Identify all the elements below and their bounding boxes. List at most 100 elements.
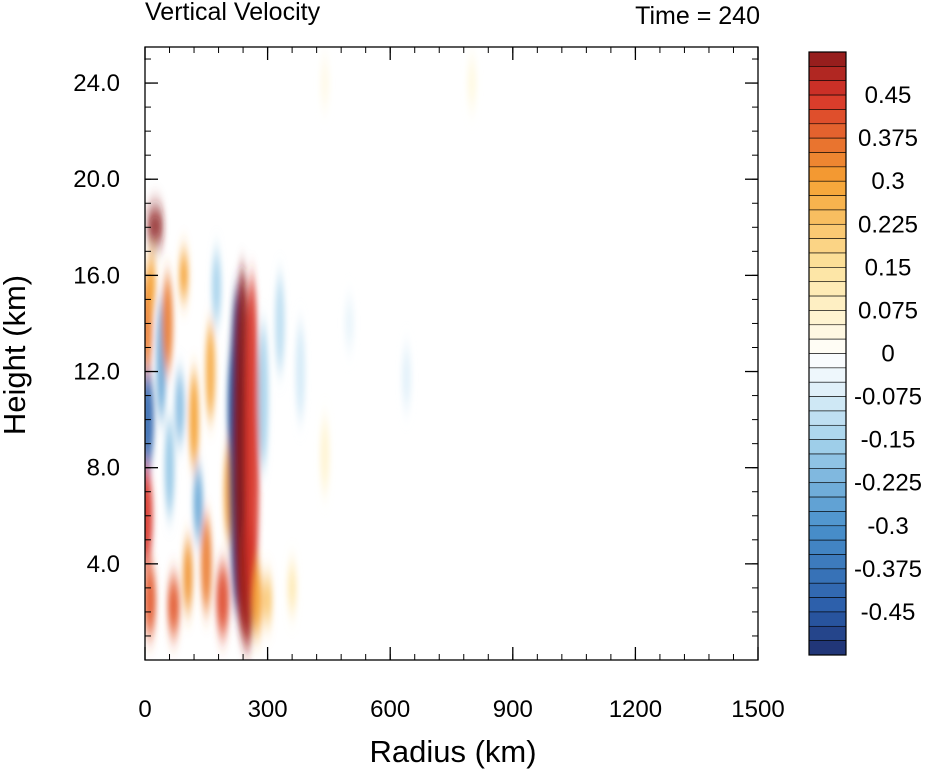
colorbar-box — [808, 597, 847, 613]
colorbar-box — [808, 353, 847, 369]
velocity-cell — [252, 563, 263, 636]
y-tick-label: 16.0 — [73, 262, 120, 289]
colorbar-box — [808, 482, 847, 498]
velocity-cell — [244, 275, 260, 612]
colorbar-label: -0.3 — [867, 513, 908, 540]
colorbar-box — [808, 582, 847, 598]
colorbar-box — [808, 525, 847, 541]
colorbar-box — [808, 109, 847, 125]
colorbar-box — [808, 310, 847, 326]
y-tick-label: 8.0 — [87, 455, 120, 482]
colorbar-box — [808, 223, 847, 239]
colorbar-label: 0.225 — [858, 211, 918, 238]
velocity-cell — [466, 59, 477, 108]
colorbar-box — [808, 195, 847, 211]
y-tick-label: 24.0 — [73, 70, 120, 97]
colorbar-box — [808, 267, 847, 283]
colorbar-box — [808, 568, 847, 584]
colorbar-box — [808, 94, 847, 110]
colorbar-box — [808, 51, 847, 67]
velocity-cell — [205, 323, 216, 420]
velocity-field — [145, 59, 477, 648]
y-tick-label: 4.0 — [87, 551, 120, 578]
colorbar-label: 0.15 — [865, 254, 912, 281]
colorbar-box — [808, 511, 847, 527]
colorbar-box — [808, 252, 847, 268]
velocity-cell — [319, 59, 330, 108]
velocity-cell — [211, 251, 222, 324]
y-tick-label: 20.0 — [73, 166, 120, 193]
colorbar-label: -0.15 — [861, 427, 916, 454]
x-axis-title: Radius (km) — [369, 734, 536, 769]
colorbar-box — [808, 123, 847, 139]
velocity-cell — [164, 419, 175, 516]
velocity-cell — [161, 275, 174, 372]
colorbar-label: 0.3 — [871, 168, 904, 195]
velocity-cell — [295, 323, 306, 420]
colorbar-box — [808, 238, 847, 254]
colorbar-box — [808, 137, 847, 153]
x-tick-label: 600 — [370, 696, 410, 723]
y-axis-title: Height (km) — [0, 275, 32, 435]
velocity-cell — [174, 371, 185, 444]
colorbar-box — [808, 424, 847, 440]
velocity-cell — [200, 515, 212, 612]
colorbar-frame — [808, 51, 847, 656]
colorbar-box — [808, 367, 847, 383]
x-tick-label: 900 — [493, 696, 533, 723]
colorbar-box — [808, 496, 847, 512]
plot-frame — [144, 46, 759, 661]
plot-title-left: Vertical Velocity — [145, 0, 321, 26]
colorbar-box — [808, 166, 847, 182]
velocity-cell — [274, 275, 285, 372]
x-tick-label: 1500 — [731, 696, 784, 723]
x-tick-label: 300 — [248, 696, 288, 723]
colorbar-box — [808, 209, 847, 225]
y-tick-label: 12.0 — [73, 359, 120, 386]
x-tick-label: 1200 — [609, 696, 662, 723]
colorbar-box — [808, 396, 847, 412]
plot-title-right: Time = 240 — [635, 2, 760, 30]
colorbar-box — [808, 295, 847, 311]
colorbar-box — [808, 66, 847, 82]
colorbar-label: 0.375 — [858, 125, 918, 152]
colorbar-box — [808, 625, 847, 641]
velocity-cell — [189, 371, 200, 468]
colorbar-label: 0.075 — [858, 297, 918, 324]
colorbar-box — [808, 611, 847, 627]
velocity-cell — [258, 323, 269, 468]
plot-axes: 0 300 600 900 1200 1500 4.0 8.0 12.0 16.0 20.0 24.0 — [73, 46, 785, 723]
colorbar-box — [808, 180, 847, 196]
velocity-cell — [167, 575, 181, 636]
colorbar-label: -0.225 — [854, 470, 922, 497]
colorbar-label: -0.375 — [854, 556, 922, 583]
colorbar-box — [808, 640, 847, 656]
velocity-cell — [344, 299, 355, 348]
velocity-cell — [215, 563, 230, 636]
velocity-cell — [287, 563, 298, 612]
colorbar-box — [808, 410, 847, 426]
colorbar-box — [808, 338, 847, 354]
colorbar-box — [808, 80, 847, 96]
colorbar-box — [808, 439, 847, 455]
colorbar-box — [808, 281, 847, 297]
velocity-cell — [193, 467, 204, 540]
velocity-cell — [178, 251, 189, 300]
velocity-features — [145, 59, 477, 648]
colorbar-box — [808, 539, 847, 555]
colorbar-box — [808, 468, 847, 484]
colorbar: 0.45 0.375 0.3 0.225 0.15 0.075 0 -0.075 -0.15 -0… — [808, 51, 922, 656]
colorbar-label: 0 — [881, 341, 894, 368]
velocity-cell — [146, 256, 157, 312]
colorbar-box — [808, 381, 847, 397]
colorbar-box — [808, 152, 847, 168]
colorbar-label: -0.075 — [854, 384, 922, 411]
colorbar-label: -0.45 — [861, 599, 916, 626]
velocity-cell — [182, 539, 194, 612]
velocity-cell — [145, 563, 157, 636]
velocity-cell — [319, 419, 330, 492]
colorbar-label: 0.45 — [865, 82, 912, 109]
x-tick-label: 0 — [138, 696, 151, 723]
colorbar-box — [808, 324, 847, 340]
